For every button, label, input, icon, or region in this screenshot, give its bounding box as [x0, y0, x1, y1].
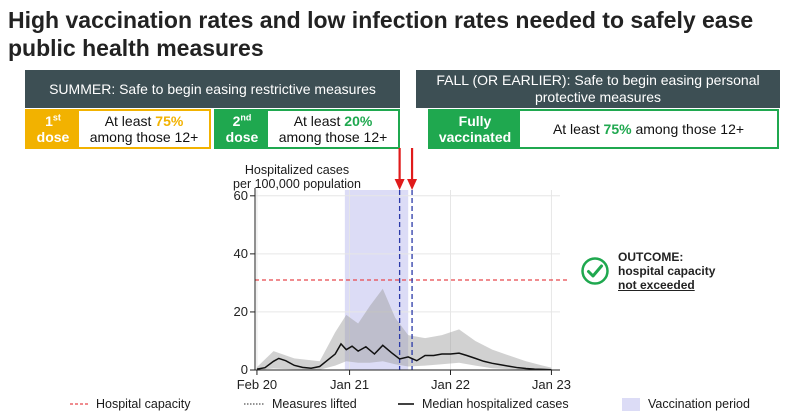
first-dose-criterion: 1st dose At least 75% among those 12+ [25, 109, 211, 149]
y-tick-label: 0 [241, 362, 248, 377]
page-title: High vaccination rates and low infection… [8, 7, 754, 61]
legend-measures-lifted: Measures lifted [244, 397, 357, 411]
fall-banner: FALL (OR EARLIER): Safe to begin easing … [416, 70, 780, 108]
y-tick-label: 20 [234, 304, 248, 319]
first-dose-pct: 75% [155, 113, 184, 129]
outcome-line2: hospital capacity [618, 264, 716, 278]
summer-banner: SUMMER: Safe to begin easing restrictive… [25, 70, 400, 108]
second-dose-tag: 2nd dose [216, 111, 268, 147]
legend-vaccination: Vaccination period [622, 397, 750, 411]
y-tick-label: 40 [234, 246, 248, 261]
fully-vaccinated-text: At least 75% among those 12+ [520, 111, 777, 147]
fully-vaccinated-pct: 75% [603, 121, 632, 137]
y-axis-label: Hospitalized cases per 100,000 populatio… [233, 163, 361, 191]
x-tick-label: Jan 22 [431, 377, 470, 392]
x-tick-label: Jan 23 [532, 377, 571, 392]
arrow-head [407, 179, 418, 190]
outcome-callout: OUTCOME: hospital capacity not exceeded [580, 250, 715, 292]
second-dose-criterion: 2nd dose At least 20% among those 12+ [214, 109, 400, 149]
x-tick-label: Jan 21 [330, 377, 369, 392]
simulation-range-band [256, 288, 552, 370]
legend-hospital-capacity: Hospital capacity [70, 397, 191, 411]
check-circle-icon [581, 257, 609, 285]
second-dose-pct: 20% [344, 113, 373, 129]
first-dose-tag: 1st dose [27, 111, 79, 147]
first-dose-text: At least 75% among those 12+ [79, 111, 209, 147]
legend-median: Median hospitalized cases [398, 397, 569, 411]
outcome-title: OUTCOME: [618, 250, 684, 264]
fully-vaccinated-tag: Fully vaccinated [430, 111, 520, 147]
median-line [256, 342, 552, 371]
arrow-head [394, 179, 405, 190]
x-tick-label: Feb 20 [237, 377, 277, 392]
fully-vaccinated-criterion: Fully vaccinated At least 75% among those… [428, 109, 779, 149]
y-tick-label: 60 [234, 188, 248, 203]
outcome-line3: not exceeded [618, 278, 695, 292]
second-dose-text: At least 20% among those 12+ [268, 111, 398, 147]
